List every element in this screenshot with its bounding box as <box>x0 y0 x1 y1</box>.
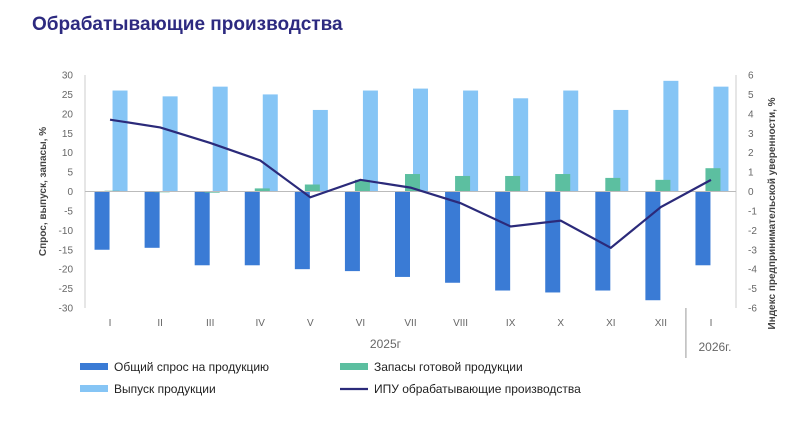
left-axis-title: Спрос, выпуск, запасы, % <box>38 127 49 256</box>
bar <box>395 191 410 277</box>
left-tick-label: 10 <box>62 148 74 159</box>
x-tick-label: VI <box>356 318 365 329</box>
legend-label: Выпуск продукции <box>114 382 216 396</box>
bar <box>445 191 461 283</box>
x-tick-label: III <box>206 318 214 329</box>
left-tick-label: -30 <box>59 304 74 315</box>
x-tick-label: I <box>710 318 713 329</box>
right-tick-label: 3 <box>748 129 754 140</box>
x-tick-label: V <box>307 318 314 329</box>
bar <box>495 191 511 291</box>
x-tick-label: II <box>157 318 163 329</box>
bar <box>94 191 110 250</box>
left-tick-label: 5 <box>67 168 73 179</box>
bar <box>595 191 611 291</box>
bar <box>294 191 310 270</box>
bar <box>254 188 270 192</box>
left-tick-label: 30 <box>62 71 74 82</box>
bar <box>162 96 178 192</box>
bar <box>194 191 210 266</box>
bar <box>112 90 128 192</box>
bar <box>545 191 561 293</box>
left-tick-label: 25 <box>62 90 74 101</box>
bar <box>312 109 328 192</box>
left-tick-label: 15 <box>62 129 74 140</box>
bar <box>463 90 479 192</box>
bar <box>344 191 360 272</box>
x-tick-label: XI <box>606 318 615 329</box>
bar <box>613 109 629 192</box>
right-tick-label: 0 <box>748 187 754 198</box>
right-axis-title: Индекс предпринимательской уверенности, … <box>767 97 778 329</box>
bar <box>455 175 471 192</box>
right-tick-label: -5 <box>748 284 757 295</box>
right-tick-label: 6 <box>748 71 754 82</box>
legend-swatch <box>340 363 368 370</box>
right-tick-label: -2 <box>748 226 757 237</box>
right-tick-label: 2 <box>748 148 754 159</box>
left-tick-label: -25 <box>59 284 74 295</box>
bar <box>204 191 220 193</box>
x-tick-label: VII <box>404 318 416 329</box>
bar <box>713 86 729 192</box>
right-tick-label: 1 <box>748 168 754 179</box>
x-tick-label: I <box>109 318 112 329</box>
x-tick-label: VIII <box>453 318 468 329</box>
legend-swatch <box>80 363 108 370</box>
bar <box>413 88 428 192</box>
bar <box>513 98 529 192</box>
legend-label: Общий спрос на продукцию <box>114 360 269 374</box>
bar <box>362 90 378 192</box>
right-tick-label: -3 <box>748 245 757 256</box>
left-tick-label: -10 <box>59 226 74 237</box>
chart-title: Обрабатывающие производства <box>32 14 343 35</box>
right-tick-label: -4 <box>748 265 757 276</box>
legend-label: ИПУ обрабатывающие производства <box>374 382 581 396</box>
bar <box>212 86 228 192</box>
bar <box>555 174 571 192</box>
left-tick-label: -15 <box>59 245 74 256</box>
bar <box>655 179 671 192</box>
left-tick-label: -5 <box>64 206 73 217</box>
bar <box>304 184 320 192</box>
x-tick-label: IV <box>256 318 266 329</box>
line-series-ipu <box>109 118 712 250</box>
bar <box>505 175 521 192</box>
bar <box>605 177 621 192</box>
bar <box>262 94 278 192</box>
right-tick-label: 4 <box>748 109 754 120</box>
bar <box>695 191 711 266</box>
bar <box>563 90 579 192</box>
right-tick-label: -1 <box>748 206 757 217</box>
x-tick-label: XII <box>655 318 667 329</box>
left-tick-label: -20 <box>59 265 74 276</box>
left-tick-label: 20 <box>62 109 74 120</box>
year-label-2025: 2025г <box>370 337 402 351</box>
bar <box>354 179 370 192</box>
x-tick-label: X <box>557 318 564 329</box>
bar <box>244 191 260 266</box>
right-tick-label: 5 <box>748 90 754 101</box>
legend-label: Запасы готовой продукции <box>374 360 523 374</box>
bar <box>645 191 661 301</box>
x-tick-label: IX <box>506 318 516 329</box>
left-tick-label: 0 <box>67 187 73 198</box>
bar <box>663 80 679 192</box>
right-tick-label: -6 <box>748 304 757 315</box>
bar <box>705 168 721 192</box>
bar <box>144 191 160 248</box>
year-label-2026: 2026г. <box>698 340 731 354</box>
legend-swatch <box>80 385 108 392</box>
